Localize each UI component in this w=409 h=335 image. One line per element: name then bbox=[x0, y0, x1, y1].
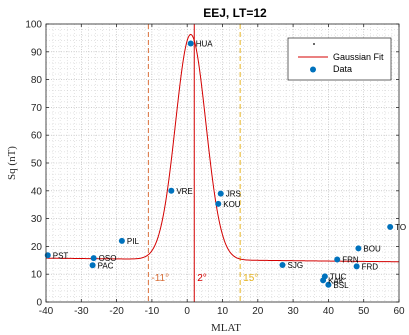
data-points-layer bbox=[44, 40, 394, 288]
data-point-frn bbox=[334, 256, 341, 263]
station-label-tuc: TUC bbox=[330, 272, 347, 281]
y-tick-label: 70 bbox=[31, 103, 43, 114]
data-point-pil bbox=[118, 237, 125, 244]
y-tick-label: 50 bbox=[31, 159, 43, 170]
data-point-frd bbox=[353, 263, 360, 270]
x-axis-title: MLAT bbox=[211, 322, 241, 334]
legend-box bbox=[287, 37, 392, 81]
legend-marker-data bbox=[310, 66, 316, 73]
station-label-kak: KAK bbox=[328, 276, 345, 285]
data-point-bsl bbox=[325, 281, 332, 288]
chart-title: EEJ, LT=12 bbox=[203, 6, 267, 20]
y-tick-label: 40 bbox=[31, 186, 43, 197]
station-label-frn: FRN bbox=[342, 255, 359, 264]
y-tick-label: 80 bbox=[31, 75, 43, 86]
legend-label-fit: Gaussian Fit bbox=[333, 52, 384, 62]
x-tick-label: 10 bbox=[217, 306, 229, 317]
x-tick-label: -30 bbox=[74, 306, 89, 317]
data-point-jrs bbox=[217, 190, 224, 197]
data-point-sjg bbox=[279, 262, 286, 269]
x-tick-label: 20 bbox=[252, 306, 264, 317]
reference-line-label-1: 2° bbox=[197, 273, 207, 284]
station-label-bsl: BSL bbox=[333, 281, 349, 290]
reference-lines: -11° 2° 15° bbox=[147, 24, 258, 302]
x-tick-label: 0 bbox=[184, 306, 190, 317]
data-point-oso bbox=[90, 255, 97, 262]
x-tick-label: 30 bbox=[288, 306, 300, 317]
gaussian-fit-line bbox=[45, 33, 400, 263]
station-label-hua: HUA bbox=[196, 39, 214, 48]
reference-line-label-2: 15° bbox=[243, 273, 258, 284]
y-tick-label: 90 bbox=[31, 47, 43, 58]
data-point-kou bbox=[215, 200, 222, 207]
reference-line-label-0: -11° bbox=[151, 273, 169, 284]
x-axis-ticks: -40 -30 -20 -10 0 10 20 30 40 50 60 bbox=[39, 24, 405, 317]
station-label-to: TO bbox=[395, 223, 406, 232]
x-tick-label: -10 bbox=[145, 306, 160, 317]
station-label-frd: FRD bbox=[362, 262, 379, 271]
data-point-to bbox=[387, 223, 394, 230]
x-tick-label: 40 bbox=[323, 306, 335, 317]
station-label-bou: BOU bbox=[363, 244, 381, 253]
data-point-vre bbox=[168, 187, 175, 194]
data-point-bou bbox=[355, 245, 362, 252]
station-label-oso: OSO bbox=[99, 254, 117, 263]
data-point-kak bbox=[320, 277, 327, 284]
x-tick-label: 50 bbox=[358, 306, 370, 317]
station-label-jrs: JRS bbox=[226, 190, 241, 199]
x-tick-label: 60 bbox=[393, 306, 405, 317]
x-tick-label: -40 bbox=[39, 306, 54, 317]
station-label-pst: PST bbox=[53, 251, 69, 260]
x-tick-label: -20 bbox=[109, 306, 124, 317]
station-label-sjg: SJG bbox=[288, 261, 304, 270]
y-axis-title: Sq (nT) bbox=[6, 146, 18, 180]
station-label-pil: PIL bbox=[127, 237, 140, 246]
data-point-pac bbox=[89, 262, 96, 269]
y-tick-label: 100 bbox=[25, 20, 42, 31]
y-tick-label: 60 bbox=[31, 131, 43, 142]
legend-label-data: Data bbox=[333, 64, 352, 74]
station-label-kou: KOU bbox=[223, 200, 241, 209]
legend-marker-dot bbox=[313, 43, 315, 45]
station-label-pac: PAC bbox=[98, 261, 114, 270]
y-axis-ticks: 0 10 20 30 40 50 60 70 80 90 100 bbox=[25, 20, 399, 309]
y-tick-label: 30 bbox=[31, 214, 43, 225]
data-point-hua bbox=[187, 40, 194, 47]
y-tick-label: 0 bbox=[36, 298, 42, 309]
legend: Gaussian Fit Data bbox=[287, 37, 392, 81]
gaussian-fit-layer bbox=[45, 33, 400, 263]
y-tick-label: 10 bbox=[31, 270, 43, 281]
station-label-vre: VRE bbox=[176, 187, 192, 196]
y-tick-label: 20 bbox=[31, 242, 43, 253]
